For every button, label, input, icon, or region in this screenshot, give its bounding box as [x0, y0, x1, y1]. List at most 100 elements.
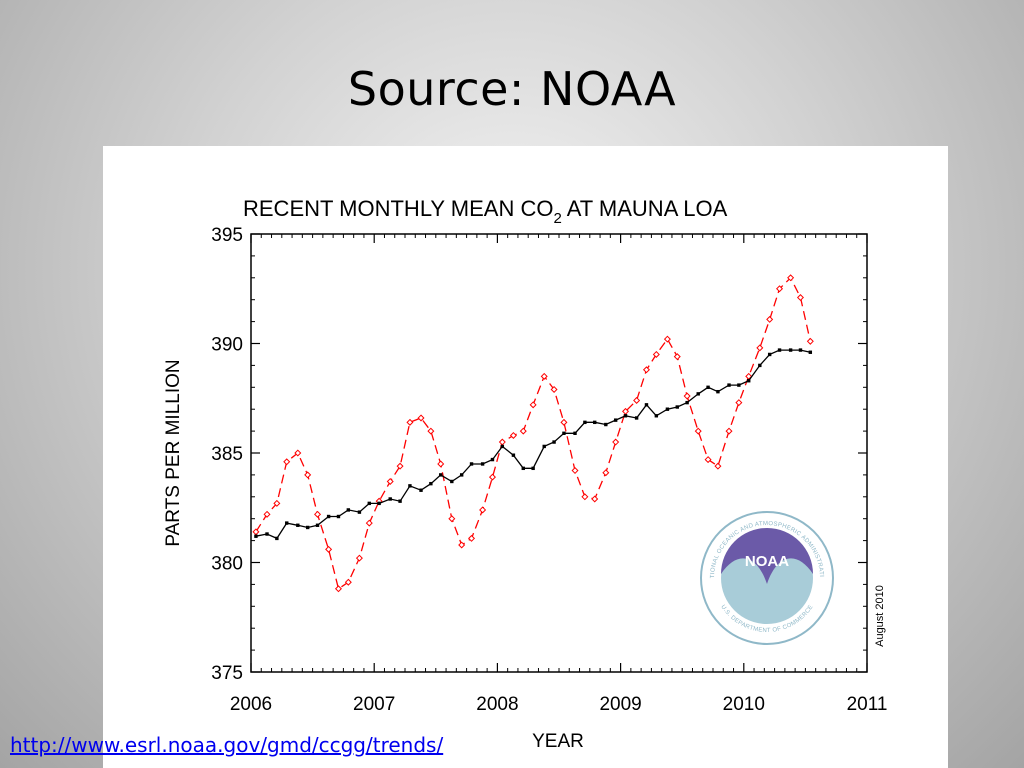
y-tick-label: 380: [211, 554, 243, 575]
noaa-logo: NOAA NATIONAL OCEANIC AND ATMOSPHERIC AD…: [700, 511, 834, 645]
x-tick-label: 2011: [847, 694, 888, 715]
data-point: [696, 392, 700, 396]
data-point: [480, 462, 485, 466]
data-point: [571, 467, 579, 475]
data-point: [469, 462, 474, 466]
data-point: [550, 385, 558, 393]
data-point: [798, 348, 803, 352]
data-point: [767, 352, 772, 357]
data-point: [448, 515, 456, 523]
data-point: [766, 315, 774, 323]
data-point: [706, 385, 710, 389]
data-point: [285, 521, 289, 525]
data-point: [560, 418, 568, 426]
chart-panel: RECENT MONTHLY MEAN CO2 AT MAUNA LOA 200…: [103, 146, 948, 768]
data-point: [265, 532, 269, 536]
data-point: [633, 396, 641, 404]
data-point: [673, 353, 681, 361]
data-point: [776, 285, 784, 293]
data-point: [439, 473, 443, 477]
data-point: [314, 510, 322, 518]
y-axis-label: PARTS PER MILLION: [163, 359, 184, 546]
data-point: [714, 462, 722, 470]
data-point: [365, 519, 373, 527]
source-link[interactable]: http://www.esrl.noaa.gov/gmd/ccgg/trends…: [10, 733, 444, 757]
data-point: [652, 350, 660, 358]
data-point: [355, 554, 363, 562]
data-point: [336, 514, 341, 519]
data-point: [725, 427, 733, 435]
axis-ticks: [250, 233, 868, 673]
data-point: [737, 383, 741, 387]
y-tick-label: 385: [211, 444, 243, 465]
series-1: [254, 348, 813, 541]
data-point: [429, 481, 433, 486]
data-point: [315, 523, 320, 527]
data-point: [591, 495, 599, 503]
data-point: [654, 414, 659, 418]
data-point: [396, 462, 404, 470]
data-point: [716, 389, 720, 394]
data-point: [275, 536, 279, 541]
data-point: [273, 499, 281, 507]
data-point: [406, 418, 414, 426]
data-point: [787, 274, 795, 282]
data-point: [490, 457, 495, 462]
data-point: [758, 363, 762, 368]
series-layer: [252, 274, 814, 593]
slide-title: Source: NOAA: [347, 62, 677, 116]
data-point: [683, 392, 691, 400]
data-point: [665, 407, 670, 411]
data-point: [531, 466, 535, 471]
data-point: [437, 460, 445, 468]
data-point: [634, 416, 639, 420]
data-point: [581, 493, 589, 501]
x-tick-label: 2006: [230, 694, 272, 715]
data-point: [498, 438, 506, 446]
data-point: [344, 578, 352, 586]
data-point: [479, 506, 487, 514]
x-tick-label: 2009: [599, 694, 641, 715]
data-point: [357, 510, 362, 514]
data-point: [408, 484, 412, 488]
data-point: [334, 585, 342, 593]
data-point: [254, 534, 258, 538]
data-point: [326, 514, 331, 519]
data-point: [583, 420, 587, 425]
data-point: [304, 471, 312, 479]
data-point: [252, 528, 260, 536]
data-point: [458, 541, 466, 549]
data-point: [777, 348, 782, 352]
data-point: [685, 400, 689, 405]
data-point: [468, 534, 476, 542]
data-point: [511, 453, 516, 457]
data-point: [427, 427, 435, 435]
data-point: [727, 383, 731, 387]
data-point: [642, 366, 650, 374]
data-point: [796, 294, 804, 302]
tick-labels: 2006 2007 2008 2009 2010 2011 375 380 385 390 395: [211, 225, 887, 715]
data-point: [644, 403, 649, 407]
data-point: [602, 469, 610, 477]
data-point: [694, 427, 702, 435]
data-point: [521, 466, 525, 471]
data-point: [488, 473, 496, 481]
data-point: [519, 427, 527, 435]
co2-chart: RECENT MONTHLY MEAN CO2 AT MAUNA LOA 200…: [163, 196, 887, 752]
data-point: [529, 401, 537, 409]
data-point: [735, 399, 743, 407]
series-0: [252, 274, 814, 593]
data-point: [573, 431, 577, 435]
data-point: [788, 348, 793, 352]
data-point: [562, 431, 566, 435]
x-tick-label: 2008: [476, 694, 518, 715]
data-point: [509, 431, 517, 439]
x-tick-label: 2007: [353, 694, 395, 715]
data-point: [386, 477, 394, 485]
data-point: [806, 337, 814, 345]
data-point: [305, 525, 310, 530]
data-point: [459, 473, 464, 477]
x-tick-label: 2010: [723, 694, 765, 715]
data-point: [663, 335, 671, 343]
date-note: August 2010: [874, 585, 886, 647]
